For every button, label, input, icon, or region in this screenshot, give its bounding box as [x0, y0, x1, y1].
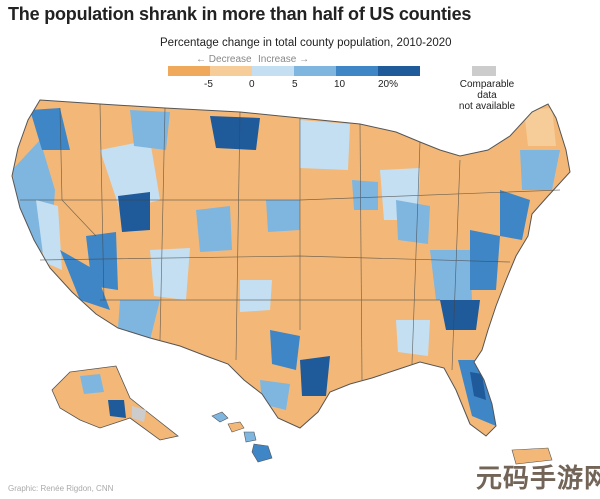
- legend-tick: 10: [334, 79, 346, 90]
- alaska-county-increase: [108, 400, 126, 418]
- legend-decrease-label: ← Decrease: [196, 54, 252, 65]
- chart-title: The population shrank in more than half …: [8, 4, 472, 24]
- legend-tick: -5: [204, 79, 213, 90]
- legend-tick: 5: [292, 79, 298, 90]
- legend-swatch-increase-3: [336, 66, 378, 76]
- hawaii: [211, 411, 273, 463]
- right-arrow-icon: →: [296, 54, 310, 65]
- site-watermark: 元码手游网: [476, 463, 600, 493]
- legend-tick: 0: [249, 79, 255, 90]
- legend-not-available-label: Comparable data not available: [458, 79, 516, 112]
- legend-swatch-increase-2: [294, 66, 336, 76]
- us-mainland-counties: [12, 100, 570, 436]
- graphic-credit: Graphic: Renée Rigdon, CNN: [8, 484, 114, 493]
- legend-swatch-increase-1: [252, 66, 294, 76]
- legend-swatch-not-available: [472, 66, 496, 76]
- legend-title: Percentage change in total county popula…: [160, 37, 452, 49]
- legend-color-bar: [168, 66, 420, 76]
- left-arrow-icon: ←: [196, 54, 209, 65]
- legend-tick: 20%: [378, 79, 399, 90]
- alaska-county-not-available: [132, 406, 146, 422]
- us-outline: [11, 99, 571, 437]
- puerto-rico: [511, 447, 553, 465]
- alaska-county-increase: [80, 374, 104, 394]
- legend-increase-label: Increase →: [258, 54, 310, 65]
- legend-swatch-increase-4: [378, 66, 420, 76]
- legend-swatch-decrease-strong: [168, 66, 210, 76]
- legend-swatch-decrease-light: [210, 66, 252, 76]
- state-boundaries: [20, 103, 561, 381]
